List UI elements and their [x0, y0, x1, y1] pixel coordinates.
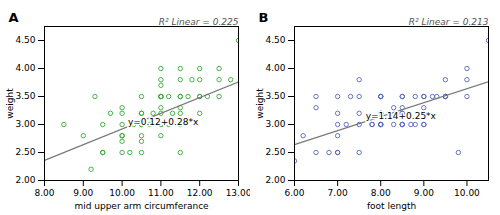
svg-text:3.50: 3.50: [265, 91, 285, 101]
svg-text:foot length: foot length: [367, 201, 416, 211]
svg-text:6.00: 6.00: [284, 188, 304, 198]
svg-text:mid upper arm circumferance: mid upper arm circumferance: [74, 201, 209, 211]
svg-text:2.00: 2.00: [15, 175, 35, 185]
svg-text:4.50: 4.50: [15, 35, 35, 45]
svg-text:y=0.12+0.28*x: y=0.12+0.28*x: [128, 117, 199, 127]
svg-text:2.50: 2.50: [15, 147, 35, 157]
svg-text:8.00: 8.00: [371, 188, 391, 198]
svg-text:B: B: [259, 10, 269, 25]
svg-text:R² Linear = 0.213: R² Linear = 0.213: [409, 17, 489, 27]
svg-text:R² Linear = 0.225: R² Linear = 0.225: [159, 17, 239, 27]
svg-text:10.00: 10.00: [109, 188, 135, 198]
svg-text:3.00: 3.00: [265, 119, 285, 129]
svg-text:7.00: 7.00: [328, 188, 348, 198]
svg-text:4.00: 4.00: [15, 63, 35, 73]
svg-text:9.00: 9.00: [414, 188, 434, 198]
svg-text:8.00: 8.00: [34, 188, 54, 198]
svg-text:4.00: 4.00: [265, 63, 285, 73]
svg-text:4.50: 4.50: [265, 35, 285, 45]
svg-text:3.50: 3.50: [15, 91, 35, 101]
svg-text:12.00: 12.00: [187, 188, 213, 198]
svg-text:weight: weight: [255, 88, 265, 119]
svg-text:2.00: 2.00: [265, 175, 285, 185]
svg-text:3.00: 3.00: [15, 119, 35, 129]
svg-text:A: A: [9, 10, 19, 25]
svg-text:y=1.14+0.25*x: y=1.14+0.25*x: [366, 111, 437, 121]
svg-text:13.00: 13.00: [226, 188, 250, 198]
svg-text:10.00: 10.00: [454, 188, 480, 198]
svg-text:weight: weight: [5, 88, 15, 119]
svg-text:9.00: 9.00: [73, 188, 93, 198]
svg-text:2.50: 2.50: [265, 147, 285, 157]
svg-text:11.00: 11.00: [148, 188, 174, 198]
